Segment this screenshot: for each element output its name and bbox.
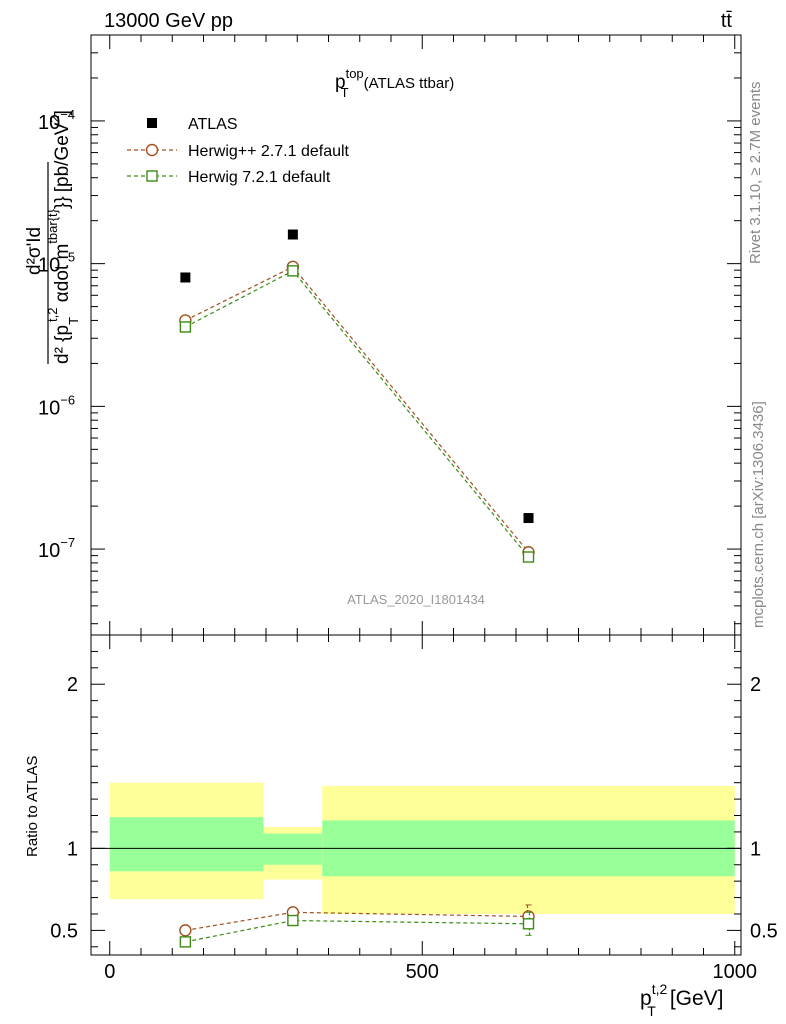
herwig7-point — [179, 321, 192, 333]
main-y-tick-label: 10−7 — [38, 535, 75, 562]
atlas-data-point — [523, 513, 534, 524]
ratio-y-axis-title: Ratio to ATLAS — [24, 756, 41, 857]
main-series-line — [185, 270, 529, 558]
main-y-tick-label: 10−5 — [38, 250, 75, 277]
ratio-herwig7-point — [522, 918, 535, 930]
ratio-herwig7-point — [287, 914, 299, 927]
ratio-series-line — [185, 919, 529, 943]
ratio-herwig-pp-point — [179, 924, 192, 937]
atlas-data-point — [180, 272, 191, 283]
main-axis-ticks — [91, 34, 741, 635]
final-state-label: tt̄ — [721, 10, 733, 32]
legend: ATLAS Herwig++ 2.7.1 default Herwig 7.2.… — [127, 116, 350, 186]
main-series-layer — [179, 229, 535, 563]
ratio-x-axis-title: pt,2 T[GeV] — [640, 981, 724, 1019]
main-y-tick-label: 10−4 — [38, 107, 75, 134]
main-y-axis-title: d²σ'Id d² {pTt,2 αdot mtbar{t}}}[pb/GeV2… — [24, 110, 81, 364]
ratio-y-tick-label-right: 2 — [750, 674, 761, 696]
plot-title: ptop T(ATLAS ttbar) — [335, 66, 454, 100]
ratio-y-tick-label-right: 1 — [750, 838, 761, 860]
ratio-herwig7-point — [179, 936, 192, 948]
main-y-tick-labels: 10−7 10−6 10−5 10−4 — [38, 107, 75, 562]
ratio-axis-ticks — [91, 635, 741, 955]
legend-label-herwig-pp: Herwig++ 2.7.1 default — [188, 143, 350, 160]
legend-marker-atlas — [147, 118, 157, 128]
ratio-panel: 0.5 0.5 1 1 2 2 0 500 1000 Ratio to ATLAS pt,2 T[… — [24, 634, 778, 1019]
y-title-numerator: d²σ'Id — [24, 227, 45, 275]
ratio-y-tick-label-right: 0.5 — [750, 920, 778, 942]
process-label: 13000 GeV pp — [104, 10, 233, 32]
legend-label-atlas: ATLAS — [188, 116, 238, 133]
ratio-tick-labels: 0.5 0.5 1 1 2 2 0 500 1000 — [50, 674, 778, 983]
ratio-inner-band — [263, 833, 323, 865]
main-y-tick-label: 10−6 — [38, 392, 75, 419]
ratio-y-tick-label: 0.5 — [50, 920, 78, 942]
ratio-series-line — [185, 911, 529, 931]
source-label: mcplots.cern.ch [arXiv:1306.3436] — [750, 401, 767, 628]
atlas-data-point — [287, 229, 298, 240]
ratio-frame — [90, 634, 742, 956]
legend-marker-herwig7 — [146, 170, 158, 182]
legend-label-herwig7: Herwig 7.2.1 default — [188, 169, 331, 186]
y-title-denominator: d² {pTt,2 αdot mtbar{t}}}[pb/GeV2] — [45, 110, 81, 364]
analysis-watermark: ATLAS_2020_I1801434 — [347, 592, 485, 607]
ratio-x-tick-label: 1000 — [713, 961, 758, 983]
ratio-series-layer — [179, 904, 535, 948]
ratio-inner-band — [109, 817, 264, 872]
herwig7-point — [287, 265, 299, 277]
ratio-x-tick-label: 0 — [104, 961, 115, 983]
herwig7-point — [522, 551, 535, 563]
ratio-x-tick-label: 500 — [406, 961, 439, 983]
main-series-line — [185, 266, 529, 553]
ratio-y-tick-label: 2 — [67, 674, 78, 696]
main-panel: 10−7 10−6 10−5 10−4 ptop T(ATLAS ttbar) ATLA… — [24, 34, 742, 636]
ratio-y-tick-label: 1 — [67, 838, 78, 860]
rivet-label: Rivet 3.1.10, ≥ 2.7M events — [747, 82, 764, 265]
legend-marker-herwig-pp — [145, 143, 159, 157]
